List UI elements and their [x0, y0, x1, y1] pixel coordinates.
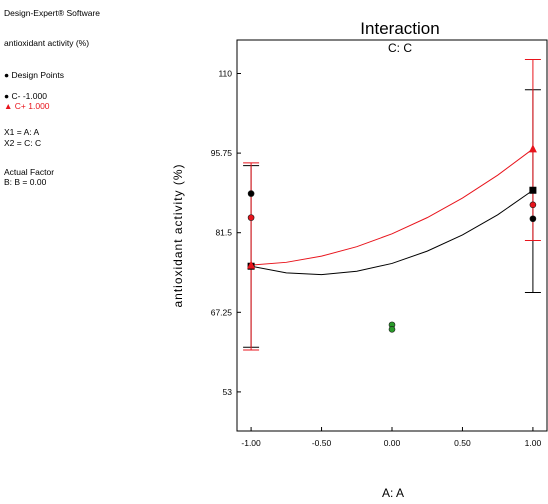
interaction-line-low — [250, 189, 534, 276]
x-tick-label: 0.00 — [384, 438, 401, 448]
dot-icon: ● — [4, 70, 10, 80]
legend-c-high-label: C+ 1.000 — [14, 101, 50, 111]
software-name: Design-Expert® Software — [4, 8, 101, 18]
chart-title: Interaction — [360, 19, 439, 38]
response-name: antioxidant activity (%) — [4, 38, 90, 48]
y-tick-label: 110 — [218, 69, 232, 79]
legend-c-low-label: C- -1.000 — [11, 91, 47, 101]
predicted-point-low — [529, 186, 537, 194]
dot-icon: ● — [4, 91, 10, 101]
series-layer — [243, 59, 541, 351]
chart-subtitle: C: C — [388, 41, 412, 55]
design-point-low — [529, 215, 537, 223]
interaction-line-high — [251, 148, 534, 266]
x1-definition: X1 = A: A — [4, 127, 40, 137]
y-axis-label: antioxidant activity (%) — [171, 163, 185, 307]
x-tick-label: 0.50 — [454, 438, 471, 448]
actual-factor-title: Actual Factor — [4, 167, 55, 177]
design-point-high — [529, 201, 537, 209]
y-tick-label: 95.75 — [211, 148, 233, 158]
legend-c-high: ▲ C+ 1.000 — [4, 101, 50, 111]
axes: -1.00 -0.50 0.00 0.50 1.00 53 67.25 81.5 95.75 11… — [211, 69, 542, 448]
y-tick-label: 53 — [223, 387, 233, 397]
actual-factor-value: B: B = 0.00 — [4, 177, 47, 187]
x-tick-label: 1.00 — [525, 438, 542, 448]
x2-definition: X2 = C: C — [4, 138, 42, 148]
design-point-center — [388, 326, 396, 333]
design-points-legend: ● Design Points — [4, 70, 64, 80]
design-points-label: Design Points — [11, 70, 64, 80]
y-tick-label: 67.25 — [211, 307, 233, 317]
x-axis-label: A: A — [382, 486, 404, 500]
y-tick-label: 81.5 — [215, 228, 232, 238]
plot-area — [236, 39, 548, 432]
design-point-low — [247, 190, 255, 197]
legend-c-low: ● C- -1.000 — [4, 91, 47, 101]
triangle-icon: ▲ — [4, 101, 13, 111]
predicted-point-high — [247, 260, 256, 269]
x-tick-label: -1.00 — [241, 438, 261, 448]
x-tick-label: -0.50 — [312, 438, 332, 448]
predicted-point-high — [528, 144, 537, 153]
design-point-high — [247, 214, 255, 221]
